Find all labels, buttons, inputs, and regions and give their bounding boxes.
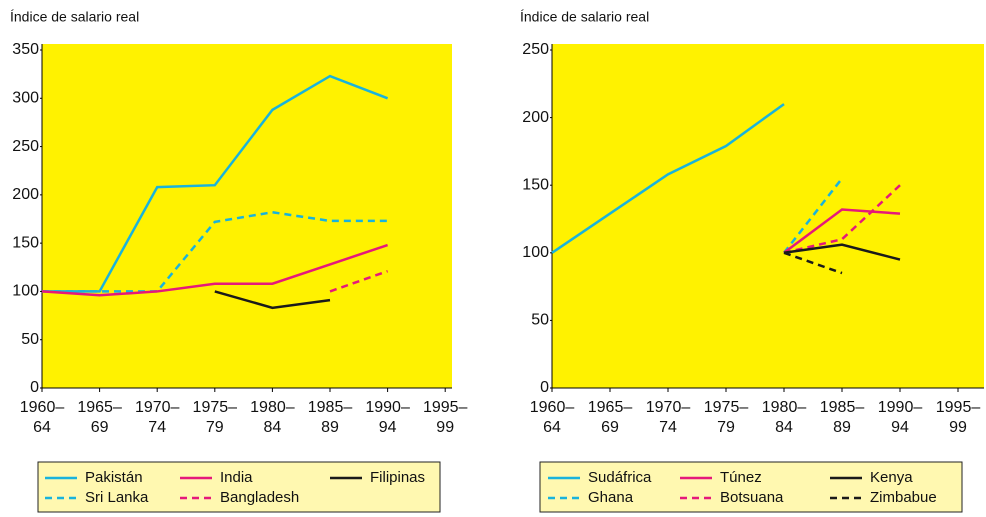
- x-tick-label: 1985–: [820, 399, 865, 416]
- x-tick-label: 1985–: [308, 399, 353, 416]
- x-tick-label: 1965–: [77, 399, 122, 416]
- x-tick-label: 84: [264, 419, 282, 436]
- x-tick-label: 74: [659, 419, 677, 436]
- x-tick-label: 1995–: [936, 399, 981, 416]
- legend-label: India: [220, 469, 253, 486]
- series-line: [214, 290, 331, 310]
- legend-label: Filipinas: [370, 469, 425, 486]
- x-tick-label: 1995–: [423, 399, 468, 416]
- y-axis-label: Índice de salario real: [520, 9, 649, 25]
- x-tick-label: 94: [891, 419, 909, 436]
- x-tick-label: 1990–: [365, 399, 410, 416]
- legend-box: [37, 461, 441, 513]
- x-tick-label: 79: [717, 419, 735, 436]
- y-tick-label: 100: [12, 283, 39, 300]
- plot-area: [42, 44, 452, 388]
- x-tick-label: 1960–: [530, 399, 575, 416]
- x-tick-label: 1960–: [20, 399, 65, 416]
- series-line: [329, 269, 389, 293]
- y-tick-label: 150: [522, 176, 549, 193]
- x-tick-label: 84: [775, 419, 793, 436]
- x-tick-label: 74: [148, 419, 166, 436]
- x-tick-label: 99: [436, 419, 454, 436]
- y-tick-label: 50: [21, 331, 39, 348]
- y-tick-label: 150: [12, 234, 39, 251]
- legend-label: Túnez: [720, 469, 762, 486]
- x-tick-label: 99: [949, 419, 967, 436]
- series-line: [783, 243, 901, 261]
- x-tick-label: 1975–: [704, 399, 749, 416]
- y-tick-label: 200: [12, 186, 39, 203]
- series-line: [42, 210, 388, 293]
- x-tick-label: 79: [206, 419, 224, 436]
- x-tick-label: 89: [833, 419, 851, 436]
- legend-label: Zimbabue: [870, 489, 937, 506]
- series-line: [551, 103, 785, 254]
- plot-area: [552, 44, 984, 388]
- x-tick-label: 64: [543, 419, 561, 436]
- y-tick-label: 200: [522, 109, 549, 126]
- y-tick-label: 0: [540, 379, 549, 396]
- legend-label: Sri Lanka: [85, 489, 149, 506]
- x-tick-label: 69: [91, 419, 109, 436]
- x-tick-label: 1965–: [588, 399, 633, 416]
- series-line: [783, 251, 843, 275]
- legend-label: Pakistán: [85, 469, 143, 486]
- legend-label: Ghana: [588, 489, 634, 506]
- series-line: [42, 74, 389, 293]
- x-tick-label: 1970–: [135, 399, 180, 416]
- x-tick-label: 1970–: [646, 399, 691, 416]
- x-tick-label: 1975–: [193, 399, 238, 416]
- y-axis-label: Índice de salario real: [10, 9, 139, 25]
- y-tick-label: 250: [522, 41, 549, 58]
- series-line: [783, 177, 843, 254]
- y-tick-label: 250: [12, 138, 39, 155]
- legend-label: Bangladesh: [220, 489, 299, 506]
- y-tick-label: 100: [522, 244, 549, 261]
- y-tick-label: 300: [12, 90, 39, 107]
- legend-label: Sudáfrica: [588, 469, 652, 486]
- series-line: [783, 208, 901, 254]
- x-tick-label: 1980–: [250, 399, 295, 416]
- legend-label: Botsuana: [720, 489, 784, 506]
- series-line: [41, 243, 388, 297]
- x-tick-label: 64: [33, 419, 51, 436]
- x-tick-label: 69: [601, 419, 619, 436]
- y-tick-label: 0: [30, 379, 39, 396]
- y-tick-label: 50: [531, 312, 549, 329]
- x-tick-label: 94: [379, 419, 397, 436]
- x-tick-label: 1980–: [762, 399, 807, 416]
- series-line: [783, 184, 901, 255]
- x-tick-label: 1990–: [878, 399, 923, 416]
- x-tick-label: 89: [321, 419, 339, 436]
- y-tick-label: 350: [12, 41, 39, 58]
- legend-box: [539, 461, 963, 513]
- legend-label: Kenya: [870, 469, 913, 486]
